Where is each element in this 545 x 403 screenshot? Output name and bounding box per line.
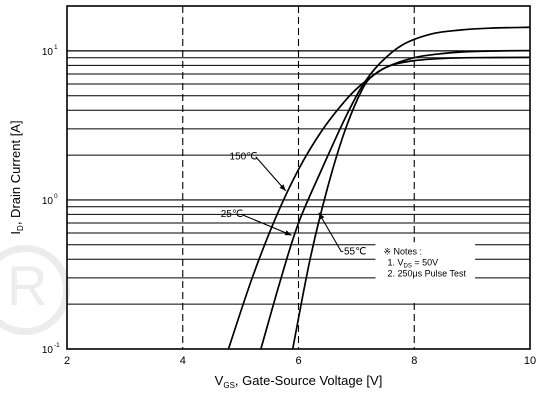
y-tick-exponent-1: 0 (54, 193, 58, 200)
x-axis-label-sub: GS (223, 381, 235, 390)
x-tick-label-3: 8 (411, 355, 417, 367)
y-tick-exponent-0: -1 (54, 342, 60, 349)
x-axis-label-pre: V (215, 373, 224, 388)
curve-label-leader-2 (318, 212, 342, 252)
y-tick-label-2: 10 (42, 47, 54, 58)
curve-label-arrowhead-2 (318, 212, 325, 220)
x-tick-label-0: 2 (64, 355, 70, 367)
x-tick-label-1: 4 (180, 355, 186, 367)
notes-line-1: 1. VDS = 50V (387, 257, 438, 269)
curve-label-arrowhead-1 (284, 230, 292, 236)
curve-label-2: -55℃ (341, 246, 367, 257)
y-tick-label-0: 10 (42, 345, 54, 356)
notes-background (375, 242, 476, 301)
curve-label-1: 25℃ (221, 209, 243, 220)
y-axis-label-post: , Drain Current [A] (8, 120, 23, 225)
series-curve-0 (227, 49, 531, 350)
x-tick-label-4: 10 (524, 355, 536, 367)
y-axis-label: ID, Drain Current [A] (8, 120, 25, 234)
y-tick-exponent-2: 1 (54, 44, 58, 51)
curve-label-leader-0 (255, 156, 287, 192)
x-axis-label-post: , Gate-Source Voltage [V] (235, 373, 382, 388)
curve-label-arrowhead-0 (279, 184, 286, 191)
series-layer (227, 26, 531, 350)
x-axis-label: VGS, Gate-Source Voltage [V] (215, 373, 383, 390)
notes-line-1-sub: DS (403, 263, 411, 269)
watermark-letter: R (7, 254, 48, 317)
curve-label-0: 150℃ (230, 151, 258, 162)
grid-layer (67, 6, 530, 349)
y-tick-label-1: 10 (42, 196, 54, 207)
notes-line-2: 2. 250μs Pulse Test (387, 268, 466, 278)
notes-line-1-post: = 50V (412, 257, 438, 267)
series-curve-2 (291, 56, 531, 350)
curve-label-layer: 150℃ 25℃ -55℃ (221, 151, 367, 257)
y-axis-label-sub: D (16, 225, 25, 231)
y-axis-label-pre: I (8, 231, 23, 235)
curve-label-leader-1 (241, 213, 292, 236)
notes-box: ※ Notes : 1. VDS = 50V 2. 250μs Pulse Te… (375, 242, 476, 301)
plot-frame (66, 5, 531, 350)
notes-title: ※ Notes : (383, 246, 422, 256)
notes-line-1-pre: 1. V (387, 257, 403, 267)
series-curve-1 (260, 26, 531, 350)
x-tick-label-2: 6 (295, 355, 301, 367)
